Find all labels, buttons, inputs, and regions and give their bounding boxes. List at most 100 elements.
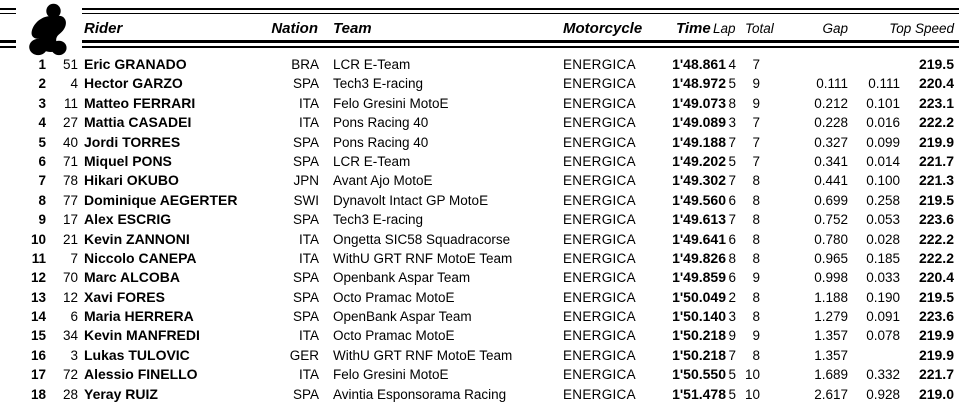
- bike-number-cell: 51: [62, 57, 78, 72]
- nation-cell: ITA: [299, 95, 319, 111]
- nation-cell: SPA: [292, 289, 319, 305]
- team-cell: Pons Racing 40: [333, 115, 429, 131]
- motorcycle-cell: ENERGICA: [563, 76, 636, 92]
- gap-to-prev-cell: 0.190: [866, 289, 900, 305]
- rider-name-cell: Niccolo CANEPA: [84, 249, 197, 266]
- position-cell: 5: [38, 134, 46, 150]
- rider-name-cell: Kevin ZANNONI: [84, 230, 190, 247]
- team-cell: Octo Pramac MotoE: [333, 289, 455, 305]
- motorcycle-cell: ENERGICA: [563, 231, 636, 247]
- gap-to-prev-cell: 0.028: [866, 231, 900, 247]
- total-laps-cell: 8: [752, 250, 760, 266]
- motorcycle-cell: ENERGICA: [563, 95, 636, 111]
- bike-number-cell: 12: [62, 289, 78, 305]
- best-time-cell: 1'51.478: [672, 385, 726, 402]
- lap-cell: 7: [728, 173, 736, 189]
- best-time-cell: 1'49.826: [672, 249, 726, 266]
- position-cell: 3: [38, 95, 46, 111]
- column-header-gap: Gap: [822, 21, 848, 36]
- gap-to-prev-cell: 0.091: [866, 309, 900, 325]
- nation-cell: SPA: [292, 76, 319, 92]
- gap-to-first-cell: [760, 55, 848, 74]
- result-row: 13 12 Xavi FORES SPA Octo Pramac MotoE E…: [0, 288, 959, 307]
- best-time-cell: 1'48.972: [672, 75, 726, 92]
- gap-to-prev-cell: 0.101: [866, 95, 900, 111]
- gap-to-first-cell: 0.111: [816, 76, 848, 92]
- gap-to-first-cell: 0.998: [814, 270, 848, 286]
- lap-cell: 8: [728, 95, 736, 111]
- position-cell: 6: [38, 153, 46, 169]
- motorcycle-cell: ENERGICA: [563, 309, 636, 325]
- nation-cell: SPA: [292, 212, 319, 228]
- motorcycle-cell: ENERGICA: [563, 270, 636, 286]
- result-row: 16 3 Lukas TULOVIC GER WithU GRT RNF Mot…: [0, 346, 959, 365]
- team-cell: Tech3 E-racing: [333, 212, 424, 228]
- motorcycle-cell: ENERGICA: [563, 115, 636, 131]
- lap-cell: 7: [728, 347, 736, 363]
- motorcycle-cell: ENERGICA: [563, 347, 636, 363]
- bike-number-cell: 40: [62, 134, 78, 150]
- team-cell: WithU GRT RNF MotoE Team: [333, 250, 513, 266]
- motorcycle-cell: ENERGICA: [563, 212, 636, 228]
- motorcycle-cell: ENERGICA: [563, 173, 636, 189]
- rider-name-cell: Marc ALCOBA: [84, 269, 180, 286]
- header-bottom-rule-thin: [0, 46, 959, 48]
- bike-number-cell: 4: [70, 76, 78, 92]
- top-speed-cell: 221.3: [918, 172, 954, 189]
- result-row: 17 72 Alessio FINELLO ITA Felo Gresini M…: [0, 365, 959, 384]
- team-cell: Felo Gresini MotoE: [333, 95, 449, 111]
- header-top-rule-thin: [0, 13, 959, 14]
- rider-name-cell: Alex ESCRIG: [84, 211, 172, 228]
- top-speed-cell: 223.1: [918, 94, 954, 111]
- total-laps-cell: 9: [752, 76, 760, 92]
- total-laps-cell: 7: [752, 134, 760, 150]
- column-header-rider: Rider: [84, 20, 123, 37]
- best-time-cell: 1'49.202: [672, 152, 726, 169]
- rider-name-cell: Yeray RUIZ: [84, 385, 158, 402]
- gap-to-prev-cell: [848, 55, 900, 74]
- gap-to-prev-cell: 0.099: [866, 134, 900, 150]
- best-time-cell: 1'49.089: [672, 114, 726, 131]
- total-laps-cell: 8: [752, 192, 760, 208]
- result-row: 11 7 Niccolo CANEPA ITA WithU GRT RNF Mo…: [0, 249, 959, 268]
- result-row: 2 4 Hector GARZO SPA Tech3 E-racing ENER…: [0, 74, 959, 93]
- team-cell: LCR E-Team: [333, 57, 411, 72]
- best-time-cell: 1'49.302: [672, 172, 726, 189]
- total-laps-cell: 10: [744, 386, 760, 402]
- column-header-nation: Nation: [271, 20, 318, 37]
- rider-name-cell: Hector GARZO: [84, 75, 183, 92]
- column-header-top-speed: Top Speed: [889, 21, 954, 36]
- position-cell: 4: [38, 115, 46, 131]
- motorcycle-cell: ENERGICA: [563, 289, 636, 305]
- rider-name-cell: Maria HERRERA: [84, 308, 194, 325]
- gap-to-prev-cell: 0.100: [866, 173, 900, 189]
- best-time-cell: 1'50.550: [672, 366, 726, 383]
- gap-to-first-cell: 0.752: [814, 212, 848, 228]
- bike-number-cell: 70: [62, 270, 78, 286]
- lap-cell: 2: [728, 289, 736, 305]
- rider-name-cell: Kevin MANFREDI: [84, 327, 200, 344]
- lap-cell: 3: [728, 309, 736, 325]
- result-row: 3 11 Matteo FERRARI ITA Felo Gresini Mot…: [0, 94, 959, 113]
- result-row: 18 28 Yeray RUIZ SPA Avintia Esponsorama…: [0, 385, 959, 404]
- header-bottom-rule-thick: [0, 40, 959, 43]
- bike-number-cell: 21: [62, 231, 78, 247]
- total-laps-cell: 9: [752, 328, 760, 344]
- motorcycle-cell: ENERGICA: [563, 57, 636, 72]
- team-cell: Pons Racing 40: [333, 134, 429, 150]
- best-time-cell: 1'49.859: [672, 269, 726, 286]
- gap-to-first-cell: 0.699: [814, 192, 848, 208]
- lap-cell: 6: [728, 231, 736, 247]
- best-time-cell: 1'50.049: [672, 288, 726, 305]
- rider-name-cell: Jordi TORRES: [84, 133, 181, 150]
- team-cell: WithU GRT RNF MotoE Team: [333, 347, 513, 363]
- nation-cell: SPA: [292, 153, 319, 169]
- gap-to-prev-cell: 0.111: [868, 76, 900, 92]
- motorcycle-cell: ENERGICA: [563, 386, 636, 402]
- team-cell: Openbank Aspar Team: [333, 270, 471, 286]
- gap-to-prev-cell: 0.258: [866, 192, 900, 208]
- bike-number-cell: 34: [62, 328, 78, 344]
- nation-cell: JPN: [293, 173, 319, 189]
- best-time-cell: 1'49.641: [672, 230, 726, 247]
